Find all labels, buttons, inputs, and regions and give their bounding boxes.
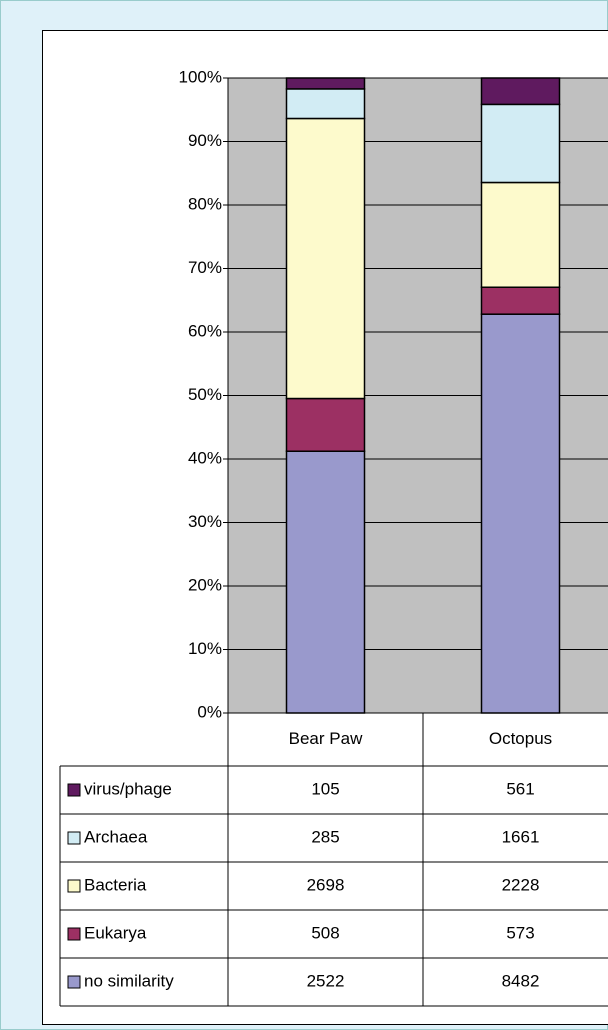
table-cell: 561 (506, 779, 534, 798)
y-tick-label: 90% (188, 131, 222, 150)
table-cell: 2698 (307, 875, 345, 894)
bar-segment (285, 450, 366, 714)
bar-segment (480, 77, 561, 106)
legend-label: Bacteria (84, 875, 147, 894)
bar-segment (285, 397, 366, 452)
table-cell: 2228 (502, 875, 540, 894)
y-tick-label: 70% (188, 258, 222, 277)
table-header: Bear Paw (289, 729, 363, 748)
table-header: Octopus (489, 729, 552, 748)
table-cell: 573 (506, 923, 534, 942)
y-tick-label: 20% (188, 575, 222, 594)
bar-segment (480, 181, 561, 288)
bar-segment (285, 77, 366, 90)
bar-segment (480, 286, 561, 315)
y-tick-label: 80% (188, 194, 222, 213)
y-tick-label: 30% (188, 512, 222, 531)
table-cell: 2522 (307, 971, 345, 990)
y-tick-label: 100% (179, 67, 222, 86)
bar-segment (285, 117, 366, 400)
legend-label: Eukarya (84, 923, 147, 942)
legend-label: no similarity (84, 971, 174, 990)
bar-segment (285, 88, 366, 120)
legend-label: Archaea (84, 827, 148, 846)
y-tick-label: 0% (197, 702, 222, 721)
legend-swatch (67, 879, 81, 893)
legend-swatch (67, 927, 81, 941)
y-tick-label: 60% (188, 321, 222, 340)
y-tick-label: 50% (188, 385, 222, 404)
table-cell: 508 (311, 923, 339, 942)
bar-segment (480, 313, 561, 714)
table-cell: 8482 (502, 971, 540, 990)
table-cell: 285 (311, 827, 339, 846)
legend-swatch (67, 831, 81, 845)
legend-swatch (67, 783, 81, 797)
bar-segment (480, 103, 561, 184)
y-tick-label: 10% (188, 639, 222, 658)
legend-swatch (67, 975, 81, 989)
table-cell: 105 (311, 779, 339, 798)
legend-label: virus/phage (84, 779, 172, 798)
y-tick-label: 40% (188, 448, 222, 467)
table-cell: 1661 (502, 827, 540, 846)
